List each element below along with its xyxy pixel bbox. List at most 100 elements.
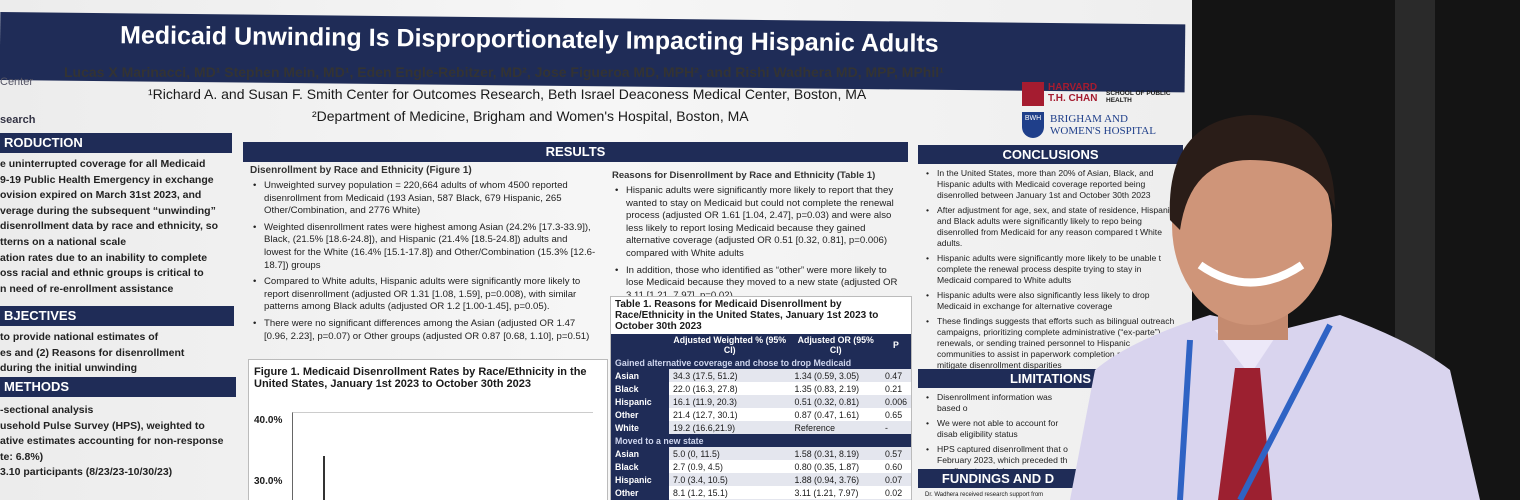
header-cell xyxy=(611,334,669,356)
list-item: In addition, those who identified as “ot… xyxy=(614,265,904,303)
header-cell: P xyxy=(893,340,899,350)
section-heading: RODUCTION xyxy=(0,133,232,153)
table-cell: 0.51 (0.32, 0.81) xyxy=(790,395,881,408)
table-cell: Other xyxy=(611,486,669,499)
list-item: usehold Pulse Survey (HPS), weighted to xyxy=(0,419,205,432)
list-item: ation rates due to an inability to compl… xyxy=(0,251,208,264)
hair xyxy=(1169,115,1335,230)
table-cell: Black xyxy=(611,382,669,395)
logo-text: search xyxy=(0,114,36,126)
section-heading: CONCLUSIONS xyxy=(918,145,1183,164)
list-item: Compared to White adults, Hispanic adult… xyxy=(252,276,597,314)
logo-text: BRIGHAM AND xyxy=(1050,113,1128,125)
header-cell: Adjusted OR (95% CI) xyxy=(797,335,874,355)
text-list: In the United States, more than 20% of A… xyxy=(925,168,1175,375)
list-item: After adjustment for age, sex, and state… xyxy=(925,205,1175,249)
table-cell: Other xyxy=(611,408,669,421)
list-item: Unweighted survey population = 220,664 a… xyxy=(252,180,597,218)
logo-text: HARVARD xyxy=(1048,82,1098,93)
table-cell: Hispanic xyxy=(611,473,669,486)
list-item: Hispanic adults were also significantly … xyxy=(925,290,1175,312)
figure: Figure 1. Medicaid Disenrollment Rates b… xyxy=(248,359,608,500)
axis-label: 30.0% xyxy=(254,476,283,487)
table: Adjusted Weighted % (95% CI) Adjusted OR … xyxy=(611,334,911,500)
table-cell: 0.60 xyxy=(880,460,911,473)
table-cell: 0.07 xyxy=(880,473,911,486)
table-cell: 0.80 (0.35, 1.87) xyxy=(790,460,881,473)
poster: Medicaid Unwinding Is Disproportionately… xyxy=(0,0,1192,500)
section-heading: BJECTIVES xyxy=(0,306,234,326)
table-cell: 0.87 (0.47, 1.61) xyxy=(790,408,881,421)
list-item: In the United States, more than 20% of A… xyxy=(925,168,1175,201)
table-cell: 22.0 (16.3, 27.8) xyxy=(669,382,791,395)
table-cell: 8.1 (1.2, 15.1) xyxy=(669,486,791,499)
list-item: 3.10 participants (8/23/23-10/30/23) xyxy=(0,466,173,479)
table-row: Hispanic 16.1 (11.9, 20.3) 0.51 (0.32, 0.8… xyxy=(611,395,911,408)
table-row: Hispanic 7.0 (3.4, 10.5) 1.88 (0.94, 3.76)… xyxy=(611,473,911,486)
list-item: Hispanic adults were significantly more … xyxy=(925,253,1175,286)
smile xyxy=(1197,261,1305,287)
text-list: -sectional analysis usehold Pulse Survey … xyxy=(0,404,235,482)
group-label: Moved to a new state xyxy=(611,434,911,447)
figure-title: Figure 1. Medicaid Disenrollment Rates b… xyxy=(254,366,587,390)
list-item: verage during the subsequent “unwinding” xyxy=(0,204,216,217)
table-cell: 3.11 (1.21, 7.97) xyxy=(790,486,881,499)
table-cell: Black xyxy=(611,460,669,473)
table-cell: 0.57 xyxy=(880,447,911,460)
group-row: Gained alternative coverage and chose to… xyxy=(611,356,911,369)
collar xyxy=(1215,330,1280,375)
poster-title: Medicaid Unwinding Is Disproportionately… xyxy=(119,21,939,58)
table-row: Other 8.1 (1.2, 15.1) 3.11 (1.21, 7.97) 0.0… xyxy=(611,486,911,499)
list-item: ative estimates accounting for non-respo… xyxy=(0,435,224,448)
table-cell: 2.7 (0.9, 4.5) xyxy=(669,460,791,473)
person xyxy=(1070,115,1480,500)
header-row: Adjusted Weighted % (95% CI) Adjusted OR … xyxy=(611,334,911,356)
table-cell: 0.006 xyxy=(880,395,911,408)
table-cell: 34.3 (17.5, 51.2) xyxy=(669,369,791,382)
table-cell: 16.1 (11.9, 20.3) xyxy=(669,395,791,408)
section-heading: FUNDINGS AND D xyxy=(918,469,1078,488)
list-item: tterns on a national scale xyxy=(0,235,127,248)
header-cell: Adjusted Weighted % (95% CI) xyxy=(673,335,787,355)
table-row: Asian 34.3 (17.5, 51.2) 1.34 (0.59, 3.05) 0… xyxy=(611,369,911,382)
table-cell: 19.2 (16.6,21.9) xyxy=(669,421,791,434)
table-cell: 5.0 (0, 11.5) xyxy=(669,447,791,460)
table-cell: 1.58 (0.31, 8.19) xyxy=(790,447,881,460)
table-cell: Reference xyxy=(790,421,881,434)
section-heading: RESULTS xyxy=(243,142,908,162)
group-row: Moved to a new state xyxy=(611,434,911,447)
table-cell: 1.34 (0.59, 3.05) xyxy=(790,369,881,382)
text-list: e uninterrupted coverage for all Medicai… xyxy=(0,158,235,298)
table-cell: Asian xyxy=(611,369,669,382)
logo-text: WOMEN'S HOSPITAL xyxy=(1050,125,1156,137)
table-cell: - xyxy=(880,421,911,434)
bwh-shield: BWH xyxy=(1022,112,1044,138)
lanyard xyxy=(1177,323,1333,500)
table-cell: 1.88 (0.94, 3.76) xyxy=(790,473,881,486)
affiliation: ¹Richard A. and Susan F. Smith Center fo… xyxy=(148,86,867,102)
table-cell: 0.65 xyxy=(880,408,911,421)
subheading: Reasons for Disenrollment by Race and Et… xyxy=(612,170,876,181)
table-row: Asian 5.0 (0, 11.5) 1.58 (0.31, 8.19) 0.57 xyxy=(611,447,911,460)
table-box: Table 1. Reasons for Medicaid Disenrollm… xyxy=(610,296,912,500)
list-item: n need of re-enrollment assistance xyxy=(0,282,174,295)
logo-text: SCHOOL OF PUBLIC HEALTH xyxy=(1106,90,1171,104)
logo-text: Center xyxy=(0,76,34,88)
list-item: disenrollment data by race and ethnicity… xyxy=(0,220,219,233)
text-list: to provide national estimates of es and (… xyxy=(0,331,235,378)
affiliation: ²Department of Medicine, Brigham and Wom… xyxy=(312,108,749,124)
table-title: Table 1. Reasons for Medicaid Disenrollm… xyxy=(615,299,879,332)
section-heading: METHODS xyxy=(0,377,236,397)
list-item: 9-19 Public Health Emergency in exchange xyxy=(0,173,214,186)
text-list: Unweighted survey population = 220,664 a… xyxy=(252,180,597,347)
logo-text: T.H. CHAN xyxy=(1048,93,1098,104)
list-item: These findings suggests that efforts suc… xyxy=(925,316,1175,371)
list-item: ovision expired on March 31st 2023, and xyxy=(0,189,202,202)
table-row: Other 21.4 (12.7, 30.1) 0.87 (0.47, 1.61) 0… xyxy=(611,408,911,421)
list-item: oss racial and ethnic groups is critical… xyxy=(0,267,204,280)
table-cell: Asian xyxy=(611,447,669,460)
table-cell: 21.4 (12.7, 30.1) xyxy=(669,408,791,421)
table-cell: 7.0 (3.4, 10.5) xyxy=(669,473,791,486)
list-item: Hispanic adults were significantly more … xyxy=(614,185,904,261)
